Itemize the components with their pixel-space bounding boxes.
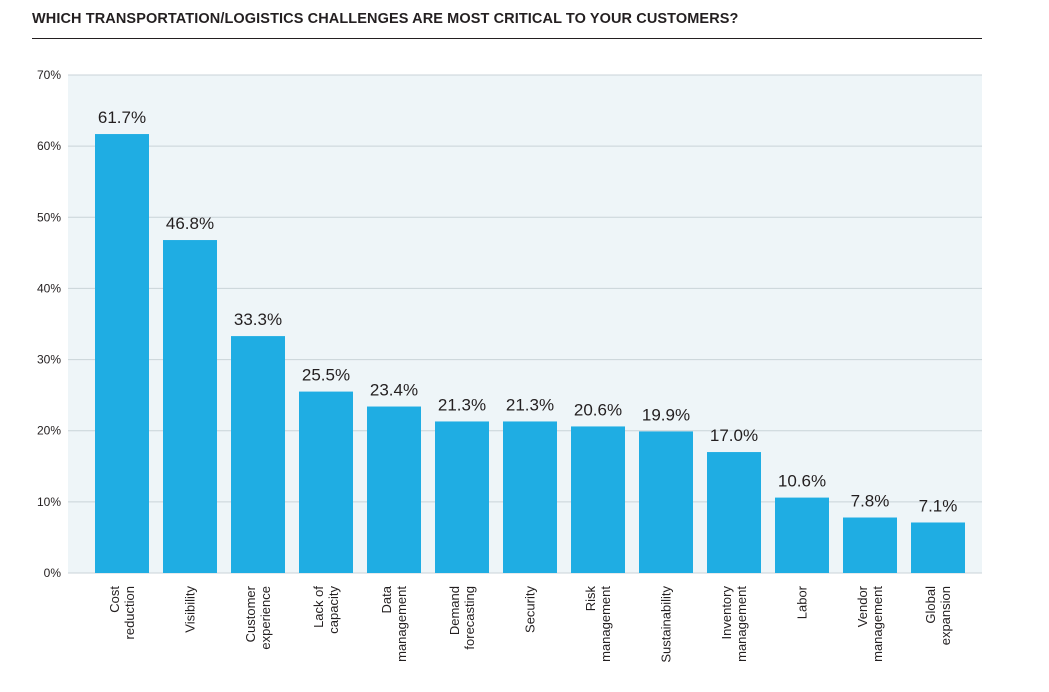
data-label: 25.5% <box>302 366 350 385</box>
x-tick-label: Lack of capacity <box>311 586 341 634</box>
x-tick-label-line: experience <box>258 586 273 650</box>
chart-title: WHICH TRANSPORTATION/LOGISTICS CHALLENGE… <box>32 11 739 27</box>
x-tick-label-line: Lack of <box>311 586 326 628</box>
bar <box>707 452 761 573</box>
data-label: 61.7% <box>98 108 146 127</box>
data-label: 46.8% <box>166 214 214 233</box>
x-tick-label-line: management <box>734 586 749 662</box>
x-tick-label-line: management <box>394 586 409 662</box>
data-label: 7.1% <box>919 496 958 515</box>
y-tick-label: 20% <box>37 424 61 438</box>
bar <box>163 240 217 573</box>
x-tick-label: Sustainability <box>659 586 674 663</box>
x-tick-label: Data management <box>379 585 409 662</box>
data-label: 21.3% <box>438 395 486 414</box>
x-tick-label: Visibility <box>183 586 198 633</box>
bar <box>95 134 149 573</box>
x-tick-label-line: reduction <box>122 586 137 639</box>
bar <box>503 421 557 573</box>
y-tick-label: 30% <box>37 353 61 367</box>
bar <box>775 497 829 573</box>
x-tick-label-line: expansion <box>938 586 953 645</box>
y-tick-label: 70% <box>37 68 61 82</box>
x-tick-label-line: Sustainability <box>659 586 674 663</box>
data-label: 21.3% <box>506 395 554 414</box>
y-tick-label: 40% <box>37 281 61 295</box>
bar <box>571 426 625 573</box>
x-tick-label-line: Risk <box>583 586 598 612</box>
x-tick-label: Risk management <box>583 586 613 662</box>
bar <box>299 391 353 573</box>
x-tick-label: Global expansion <box>923 586 953 645</box>
x-tick-label-line: Customer <box>243 585 258 642</box>
bar <box>231 336 285 573</box>
x-tick-label-line: management <box>870 586 885 662</box>
x-tick-label-line: capacity <box>326 586 341 634</box>
x-tick-label-line: Visibility <box>183 586 198 633</box>
x-tick-label-line: Demand <box>447 586 462 635</box>
y-tick-label: 50% <box>37 210 61 224</box>
bar <box>639 431 693 573</box>
x-tick-label-line: forecasting <box>462 586 477 650</box>
x-tick-label: Inventory management <box>719 586 749 662</box>
bar <box>367 406 421 573</box>
x-tick-label-line: Data <box>379 585 394 613</box>
title-divider <box>32 38 982 39</box>
data-label: 20.6% <box>574 400 622 419</box>
x-tick-label: Vendor management <box>855 585 885 662</box>
x-tick-label: Security <box>523 586 538 633</box>
data-label: 23.4% <box>370 381 418 400</box>
x-tick-label-line: management <box>598 586 613 662</box>
x-tick-label-line: Labor <box>795 585 810 619</box>
x-tick-label-line: Vendor <box>855 585 870 627</box>
data-label: 19.9% <box>642 405 690 424</box>
y-tick-label: 0% <box>44 566 62 580</box>
x-tick-label-line: Global <box>923 586 938 624</box>
x-tick-label: Labor <box>795 585 810 619</box>
y-tick-label: 10% <box>37 495 61 509</box>
x-tick-label: Cost reduction <box>107 586 137 640</box>
data-label: 10.6% <box>778 472 826 491</box>
bar <box>911 522 965 573</box>
bar <box>843 517 897 573</box>
data-label: 17.0% <box>710 426 758 445</box>
y-tick-label: 60% <box>37 139 61 153</box>
data-label: 33.3% <box>234 310 282 329</box>
x-tick-label-line: Security <box>523 586 538 633</box>
x-tick-label-line: Inventory <box>719 586 734 640</box>
bar <box>435 421 489 573</box>
data-label: 7.8% <box>851 492 890 511</box>
x-tick-label: Demand forecasting <box>447 586 477 650</box>
x-tick-label: Customer experience <box>243 585 273 649</box>
x-tick-label-line: Cost <box>107 586 122 613</box>
